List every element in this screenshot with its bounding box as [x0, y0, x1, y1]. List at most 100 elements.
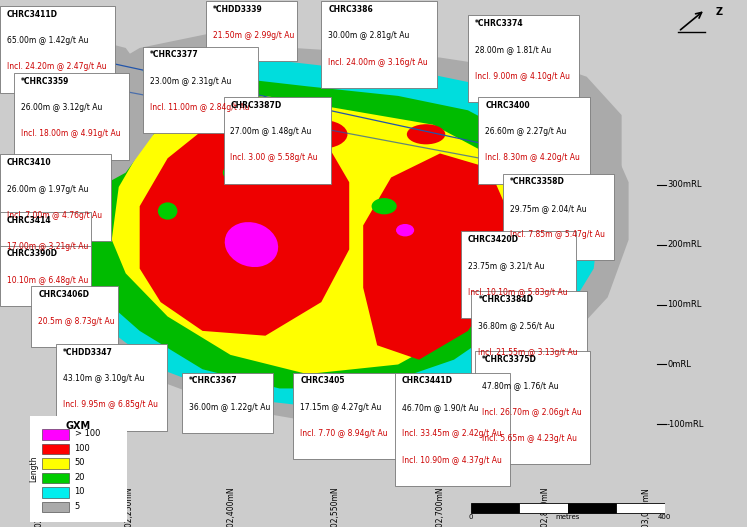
FancyBboxPatch shape: [0, 212, 91, 272]
Text: Incl. 3.00 @ 5.58g/t Au: Incl. 3.00 @ 5.58g/t Au: [231, 153, 318, 162]
Text: 702,400mN: 702,400mN: [226, 487, 235, 527]
FancyBboxPatch shape: [42, 487, 69, 497]
Ellipse shape: [223, 163, 252, 182]
Text: CHRC3411D: CHRC3411D: [7, 9, 58, 18]
Text: 23.00m @ 2.31g/t Au: 23.00m @ 2.31g/t Au: [150, 77, 232, 86]
Text: Incl. 24.00m @ 3.16g/t Au: Incl. 24.00m @ 3.16g/t Au: [328, 57, 428, 66]
Text: CHRC3387D: CHRC3387D: [231, 101, 282, 110]
Text: Incl. 7.85m @ 5.47g/t Au: Incl. 7.85m @ 5.47g/t Au: [510, 230, 605, 239]
FancyBboxPatch shape: [475, 351, 590, 464]
FancyBboxPatch shape: [616, 503, 665, 513]
Text: CHRC3441D: CHRC3441D: [402, 376, 453, 385]
FancyBboxPatch shape: [42, 444, 69, 454]
Text: Incl. 10.10m @ 5.83g/t Au: Incl. 10.10m @ 5.83g/t Au: [468, 288, 568, 297]
FancyBboxPatch shape: [42, 458, 69, 469]
Text: Incl. 9.00m @ 4.10g/t Au: Incl. 9.00m @ 4.10g/t Au: [475, 72, 570, 81]
Text: 17.15m @ 4.27g/t Au: 17.15m @ 4.27g/t Au: [300, 403, 382, 412]
Text: *CHDD3339: *CHDD3339: [213, 5, 263, 14]
FancyBboxPatch shape: [143, 46, 258, 133]
Text: Incl. 18.00m @ 4.91g/t Au: Incl. 18.00m @ 4.91g/t Au: [21, 130, 120, 139]
FancyBboxPatch shape: [42, 502, 69, 512]
FancyBboxPatch shape: [461, 231, 576, 318]
FancyBboxPatch shape: [0, 6, 115, 93]
Ellipse shape: [295, 120, 347, 149]
Ellipse shape: [158, 202, 177, 220]
Text: *CHRC3377: *CHRC3377: [150, 51, 199, 60]
Text: 5: 5: [75, 502, 80, 511]
Text: *CHRC3375D: *CHRC3375D: [482, 355, 537, 364]
Polygon shape: [49, 57, 601, 408]
FancyBboxPatch shape: [394, 373, 510, 486]
Text: Incl. 9.95m @ 6.85g/t Au: Incl. 9.95m @ 6.85g/t Au: [63, 401, 158, 409]
Text: 10: 10: [75, 487, 85, 496]
Text: 30.00m @ 2.81g/t Au: 30.00m @ 2.81g/t Au: [328, 31, 409, 40]
Polygon shape: [112, 96, 517, 374]
Text: CHRC3405: CHRC3405: [300, 376, 345, 385]
Text: Incl. 21.55m @ 3.13g/t Au: Incl. 21.55m @ 3.13g/t Au: [478, 348, 578, 357]
Text: 702,700mN: 702,700mN: [436, 487, 444, 527]
Text: Incl. 24.20m @ 2.47g/t Au: Incl. 24.20m @ 2.47g/t Au: [7, 62, 107, 71]
Text: 100mRL: 100mRL: [667, 300, 701, 309]
Text: *CHDD3347: *CHDD3347: [63, 348, 113, 357]
Polygon shape: [77, 77, 559, 388]
Text: 29.75m @ 2.04/t Au: 29.75m @ 2.04/t Au: [510, 204, 586, 213]
FancyBboxPatch shape: [42, 473, 69, 483]
FancyBboxPatch shape: [471, 503, 519, 513]
FancyBboxPatch shape: [223, 97, 331, 184]
Text: 200mRL: 200mRL: [667, 240, 701, 249]
Text: 0mRL: 0mRL: [667, 360, 691, 369]
Text: 20.5m @ 8.73g/t Au: 20.5m @ 8.73g/t Au: [38, 317, 115, 326]
Text: 23.75m @ 3.21/t Au: 23.75m @ 3.21/t Au: [468, 261, 545, 270]
FancyBboxPatch shape: [471, 291, 586, 378]
Text: 65.00m @ 1.42g/t Au: 65.00m @ 1.42g/t Au: [7, 36, 88, 45]
Text: Incl. 5.65m @ 4.23g/t Au: Incl. 5.65m @ 4.23g/t Au: [482, 434, 577, 443]
Ellipse shape: [396, 224, 414, 237]
Text: 702,250mN: 702,250mN: [125, 487, 134, 527]
Polygon shape: [363, 153, 510, 359]
Text: 300mRL: 300mRL: [667, 180, 701, 189]
Text: metres: metres: [556, 514, 580, 520]
Text: 20: 20: [75, 473, 85, 482]
Text: 46.70m @ 1.90/t Au: 46.70m @ 1.90/t Au: [402, 403, 478, 412]
Text: CHRC3386: CHRC3386: [328, 5, 373, 14]
Text: Incl. 7.70 @ 8.94g/t Au: Incl. 7.70 @ 8.94g/t Au: [300, 429, 388, 438]
Text: Incl. 26.70m @ 2.06g/t Au: Incl. 26.70m @ 2.06g/t Au: [482, 408, 582, 417]
FancyBboxPatch shape: [28, 414, 129, 524]
Text: *CHRC3374: *CHRC3374: [475, 19, 524, 28]
FancyBboxPatch shape: [0, 154, 111, 241]
Text: *CHRC3358D: *CHRC3358D: [510, 178, 565, 187]
Text: 47.80m @ 1.76/t Au: 47.80m @ 1.76/t Au: [482, 381, 559, 391]
Text: *CHRC3359: *CHRC3359: [21, 77, 69, 86]
FancyBboxPatch shape: [42, 429, 69, 440]
Text: CHRC3400: CHRC3400: [486, 101, 530, 110]
FancyBboxPatch shape: [321, 1, 436, 88]
Text: 10.10m @ 6.48g/t Au: 10.10m @ 6.48g/t Au: [7, 276, 88, 285]
Text: Incl. 7.00m @ 4.76g/t Au: Incl. 7.00m @ 4.76g/t Au: [7, 211, 102, 220]
Text: *CHRC3367: *CHRC3367: [188, 376, 238, 385]
Polygon shape: [28, 34, 154, 192]
Text: Incl. 33.45m @ 2.42g/t Au: Incl. 33.45m @ 2.42g/t Au: [402, 429, 501, 438]
FancyBboxPatch shape: [568, 503, 616, 513]
Text: CHRC3390D: CHRC3390D: [7, 249, 58, 258]
Text: 702,850mN: 702,850mN: [540, 487, 549, 527]
Polygon shape: [140, 115, 350, 336]
Text: *CHRC3384D: *CHRC3384D: [478, 295, 533, 304]
Text: 21.50m @ 2.99g/t Au: 21.50m @ 2.99g/t Au: [213, 31, 294, 40]
Ellipse shape: [158, 237, 177, 252]
Text: 43.10m @ 3.10g/t Au: 43.10m @ 3.10g/t Au: [63, 374, 144, 383]
Text: GXM: GXM: [66, 421, 91, 431]
Text: Incl. 11.00m @ 2.84g/t Au: Incl. 11.00m @ 2.84g/t Au: [150, 103, 249, 112]
FancyBboxPatch shape: [14, 73, 129, 160]
FancyBboxPatch shape: [519, 503, 568, 513]
FancyBboxPatch shape: [56, 344, 167, 431]
Text: 28.00m @ 1.81/t Au: 28.00m @ 1.81/t Au: [475, 45, 551, 55]
Ellipse shape: [407, 124, 445, 144]
FancyBboxPatch shape: [206, 1, 297, 61]
Text: 26.00m @ 1.97g/t Au: 26.00m @ 1.97g/t Au: [7, 184, 88, 193]
Ellipse shape: [225, 222, 278, 267]
FancyBboxPatch shape: [478, 97, 589, 184]
Text: CHRC3414: CHRC3414: [7, 216, 52, 225]
Text: 26.00m @ 3.12g/t Au: 26.00m @ 3.12g/t Au: [21, 103, 102, 112]
FancyBboxPatch shape: [0, 246, 91, 306]
Text: > 100: > 100: [75, 429, 100, 438]
